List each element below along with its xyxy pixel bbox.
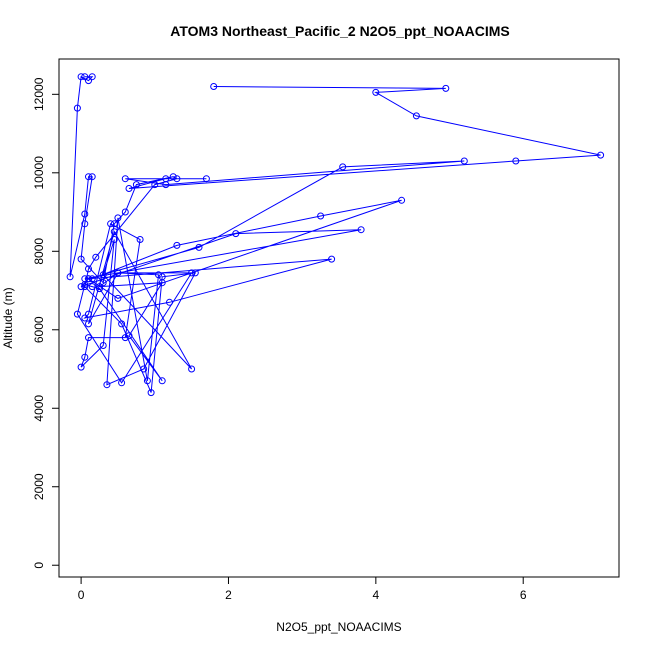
data-point: [125, 185, 133, 192]
y-tick-label: 8000: [32, 238, 46, 265]
data-point: [398, 196, 406, 204]
data-point: [81, 275, 89, 283]
data-point: [202, 175, 210, 183]
data-point: [121, 334, 129, 342]
data-point: [173, 241, 181, 249]
data-point: [114, 294, 122, 302]
y-tick-label: 12000: [32, 77, 46, 111]
data-point: [118, 320, 126, 328]
data-point: [188, 365, 196, 373]
x-tick-label: 0: [78, 588, 85, 602]
data-point: [317, 212, 325, 220]
data-point: [88, 173, 96, 181]
data-point: [195, 243, 203, 251]
data-point: [143, 377, 151, 385]
y-tick-label: 2000: [32, 473, 46, 500]
data-point: [85, 320, 92, 328]
chart-title: ATOM3 Northeast_Pacific_2 N2O5_ppt_NOAAC…: [170, 23, 509, 39]
data-point: [85, 77, 92, 85]
plot-area: [66, 73, 605, 397]
data-point: [191, 269, 199, 277]
data-point: [85, 275, 92, 283]
data-point: [166, 298, 173, 306]
x-tick-label: 4: [372, 588, 379, 602]
data-point: [158, 377, 166, 385]
data-point: [81, 210, 89, 218]
data-point: [372, 88, 380, 96]
data-point: [99, 342, 107, 349]
data-point: [85, 310, 92, 318]
data-point: [210, 83, 218, 90]
data-point: [328, 255, 336, 263]
data-point: [460, 157, 468, 165]
data-point: [155, 271, 162, 279]
data-point: [81, 283, 89, 291]
data-point: [81, 314, 89, 322]
data-point: [81, 353, 89, 361]
data-point: [77, 363, 85, 371]
y-axis: 0 2000 4000 6000 8000 10000 12000: [32, 77, 59, 569]
data-point: [412, 112, 420, 120]
data-point: [136, 236, 144, 243]
data-point: [110, 220, 118, 228]
data-point: [73, 104, 81, 112]
x-axis: 0 2 4 6: [78, 577, 527, 602]
data-point: [151, 181, 159, 189]
data-point: [81, 220, 89, 228]
data-point: [77, 255, 85, 263]
x-tick-label: 6: [520, 588, 527, 602]
data-point: [96, 285, 103, 293]
data-point: [114, 214, 122, 222]
data-point: [85, 265, 92, 273]
data-point: [99, 279, 107, 287]
data-point: [118, 379, 126, 387]
data-point: [339, 163, 347, 171]
data-point: [92, 253, 100, 261]
data-point: [147, 389, 155, 397]
data-point: [125, 332, 133, 340]
data-point: [597, 151, 605, 159]
data-point: [66, 273, 74, 281]
data-point: [99, 271, 107, 279]
data-point: [85, 334, 92, 342]
data-point: [132, 181, 140, 189]
data-point: [107, 220, 115, 228]
data-point: [512, 157, 520, 165]
data-point: [169, 173, 177, 181]
data-point: [158, 279, 166, 287]
data-point: [121, 175, 129, 183]
y-axis-label: Altitude (m): [1, 287, 15, 348]
data-point: [73, 310, 81, 318]
data-point: [96, 283, 103, 291]
data-point: [85, 173, 92, 181]
data-point: [81, 73, 89, 81]
data-point: [88, 283, 96, 291]
data-point: [110, 236, 118, 243]
data-point: [188, 269, 196, 277]
data-point: [103, 381, 111, 389]
x-tick-label: 2: [225, 588, 232, 602]
data-point: [140, 365, 148, 373]
x-axis-label: N2O5_ppt_NOAACIMS: [276, 620, 401, 634]
data-point: [357, 226, 365, 234]
y-tick-label: 4000: [32, 395, 46, 422]
plot-frame: [58, 58, 620, 578]
y-tick-label: 0: [32, 562, 46, 569]
data-point: [77, 73, 85, 81]
y-tick-label: 10000: [32, 156, 46, 190]
series-line: [69, 75, 601, 393]
data-point: [88, 275, 96, 283]
data-point: [442, 84, 450, 92]
data-point: [121, 208, 129, 216]
data-point: [88, 73, 96, 81]
y-tick-label: 6000: [32, 316, 46, 343]
data-point: [114, 269, 122, 277]
data-point: [173, 175, 181, 183]
data-point: [77, 283, 85, 291]
data-point: [162, 175, 170, 183]
data-point: [232, 230, 240, 238]
data-point: [110, 228, 118, 236]
